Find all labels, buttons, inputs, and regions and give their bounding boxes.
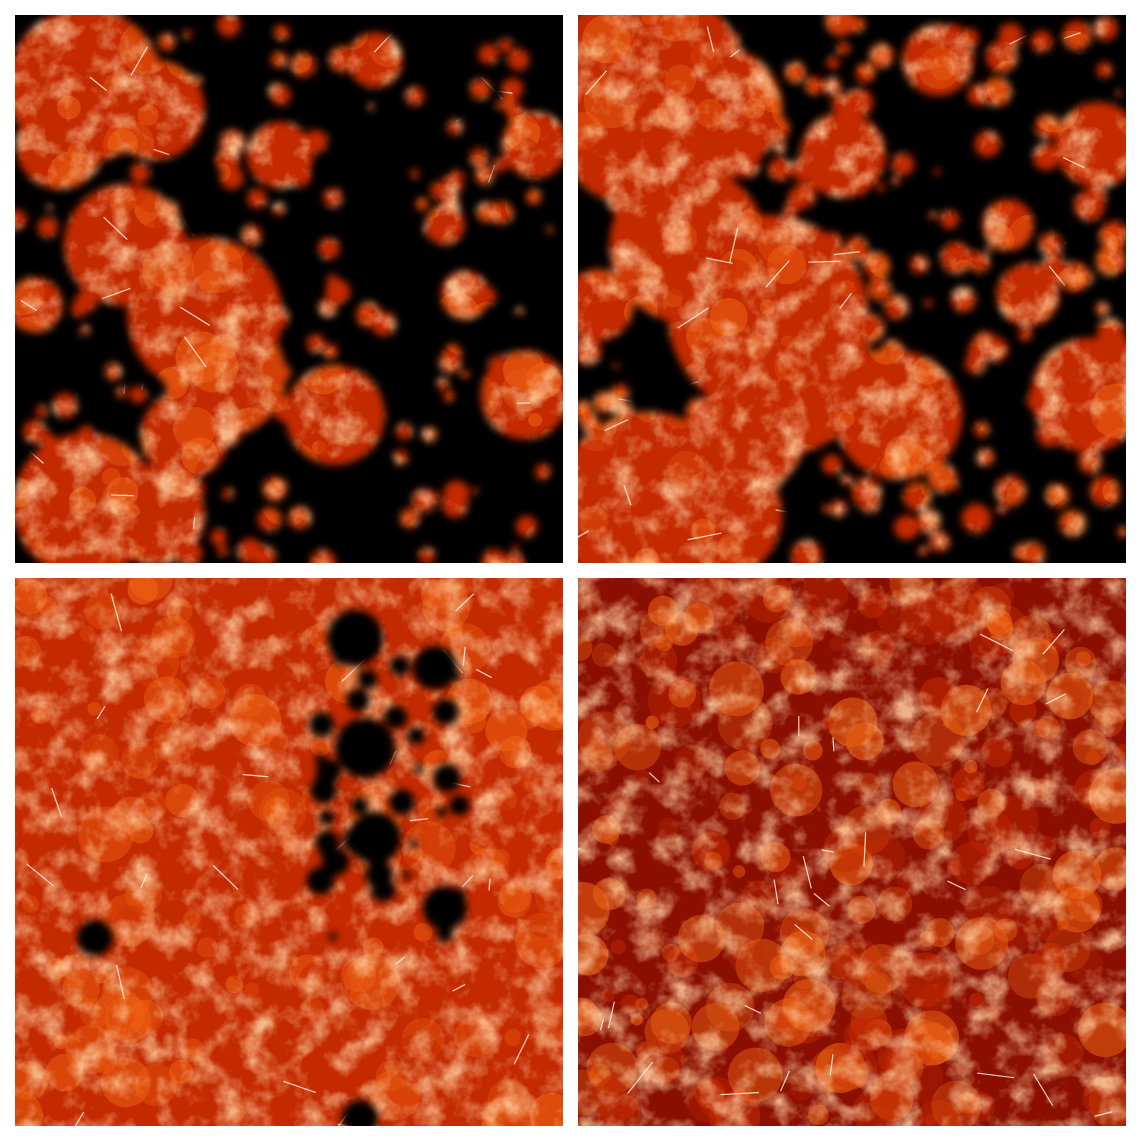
panel-top-right-render (578, 15, 1126, 563)
panel-bottom-right-render (578, 578, 1126, 1126)
ionized-region (15, 578, 563, 1126)
panel-bottom-left-render (15, 578, 563, 1126)
ionized-region (15, 15, 563, 563)
panel-bottom-right (578, 578, 1126, 1126)
panel-top-left (15, 15, 563, 563)
ionized-region (578, 15, 1126, 563)
ionized-region (578, 578, 1126, 1126)
panel-top-right (578, 15, 1126, 563)
panel-top-left-render (15, 15, 563, 563)
panel-bottom-left (15, 578, 563, 1126)
